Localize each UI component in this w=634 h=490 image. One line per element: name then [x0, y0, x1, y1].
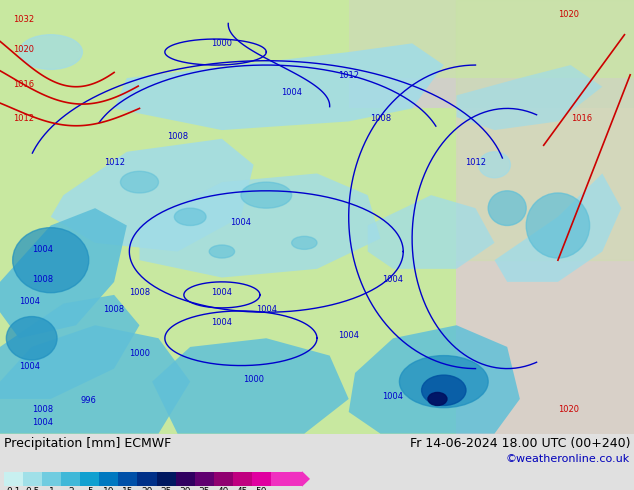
Polygon shape [456, 65, 602, 130]
Ellipse shape [241, 182, 292, 208]
Bar [100, 472, 119, 486]
Text: 50: 50 [256, 488, 267, 490]
Text: 1004: 1004 [382, 275, 404, 284]
Text: 1004: 1004 [382, 392, 404, 401]
Text: 5: 5 [87, 488, 93, 490]
Text: 1020: 1020 [558, 10, 579, 19]
Bar [138, 472, 157, 486]
Text: 1004: 1004 [281, 88, 302, 98]
Text: 1020: 1020 [558, 405, 579, 414]
Polygon shape [0, 208, 127, 338]
Ellipse shape [526, 193, 590, 258]
Bar [23, 472, 42, 486]
Bar [176, 472, 195, 486]
Text: 1012: 1012 [13, 115, 34, 123]
Bar [252, 472, 271, 486]
Text: 1004: 1004 [32, 245, 53, 253]
Bar [4, 472, 23, 486]
Text: 10: 10 [103, 488, 115, 490]
Text: 1008: 1008 [32, 405, 53, 414]
Text: 1004: 1004 [230, 219, 252, 227]
Text: 1012: 1012 [465, 158, 486, 167]
Text: 1004: 1004 [32, 418, 53, 427]
Ellipse shape [422, 375, 466, 405]
Text: 1032: 1032 [13, 15, 34, 24]
Text: 30: 30 [179, 488, 191, 490]
Ellipse shape [6, 317, 57, 360]
Text: 1016: 1016 [571, 115, 592, 123]
Polygon shape [0, 325, 190, 434]
Polygon shape [456, 0, 634, 434]
Text: 1004: 1004 [211, 318, 233, 327]
Bar [81, 472, 100, 486]
Ellipse shape [209, 245, 235, 258]
Text: 1000: 1000 [129, 348, 150, 358]
Bar [233, 472, 252, 486]
Polygon shape [368, 195, 495, 269]
Bar [271, 472, 290, 486]
Polygon shape [139, 173, 380, 277]
Text: 1008: 1008 [103, 305, 125, 314]
Ellipse shape [488, 191, 526, 225]
Text: 1004: 1004 [211, 288, 233, 297]
Text: 1020: 1020 [13, 45, 34, 54]
Text: 1004: 1004 [256, 305, 277, 314]
Text: 35: 35 [198, 488, 210, 490]
Text: Fr 14-06-2024 18.00 UTC (00+240): Fr 14-06-2024 18.00 UTC (00+240) [410, 437, 630, 450]
Text: 1012: 1012 [103, 158, 125, 167]
Text: 1: 1 [49, 488, 55, 490]
Text: 996: 996 [81, 396, 97, 405]
Text: 2: 2 [68, 488, 74, 490]
Bar [157, 472, 176, 486]
Text: 20: 20 [141, 488, 153, 490]
Polygon shape [349, 0, 634, 108]
Ellipse shape [120, 172, 158, 193]
Text: 0.1: 0.1 [6, 488, 21, 490]
Bar [61, 472, 81, 486]
Bar [214, 472, 233, 486]
Text: 15: 15 [122, 488, 134, 490]
FancyArrow shape [290, 471, 310, 487]
Ellipse shape [479, 152, 510, 178]
Polygon shape [114, 44, 444, 130]
Text: 25: 25 [160, 488, 172, 490]
Polygon shape [152, 338, 349, 434]
Text: 1004: 1004 [19, 362, 40, 370]
Ellipse shape [292, 236, 317, 249]
Ellipse shape [13, 228, 89, 293]
Text: 0.5: 0.5 [25, 488, 40, 490]
Text: 1008: 1008 [167, 132, 188, 141]
Ellipse shape [399, 356, 488, 408]
Polygon shape [51, 139, 254, 251]
Text: 1004: 1004 [19, 296, 40, 306]
Bar [42, 472, 61, 486]
Text: 1000: 1000 [211, 39, 233, 48]
Ellipse shape [19, 35, 82, 70]
Bar [119, 472, 138, 486]
Text: 45: 45 [236, 488, 248, 490]
Text: 1004: 1004 [338, 331, 359, 340]
Text: 1012: 1012 [338, 71, 359, 80]
Text: 1008: 1008 [370, 115, 391, 123]
Ellipse shape [174, 208, 206, 225]
Ellipse shape [428, 392, 447, 405]
Polygon shape [0, 295, 139, 399]
Polygon shape [349, 325, 520, 434]
Text: 40: 40 [217, 488, 229, 490]
Text: 1016: 1016 [13, 80, 34, 89]
Text: ©weatheronline.co.uk: ©weatheronline.co.uk [506, 454, 630, 464]
Bar [195, 472, 214, 486]
Text: 1008: 1008 [32, 275, 53, 284]
Text: 1000: 1000 [243, 375, 264, 384]
Polygon shape [495, 173, 621, 282]
Text: 1008: 1008 [129, 288, 150, 297]
Text: Precipitation [mm] ECMWF: Precipitation [mm] ECMWF [4, 437, 171, 450]
Polygon shape [349, 0, 634, 78]
